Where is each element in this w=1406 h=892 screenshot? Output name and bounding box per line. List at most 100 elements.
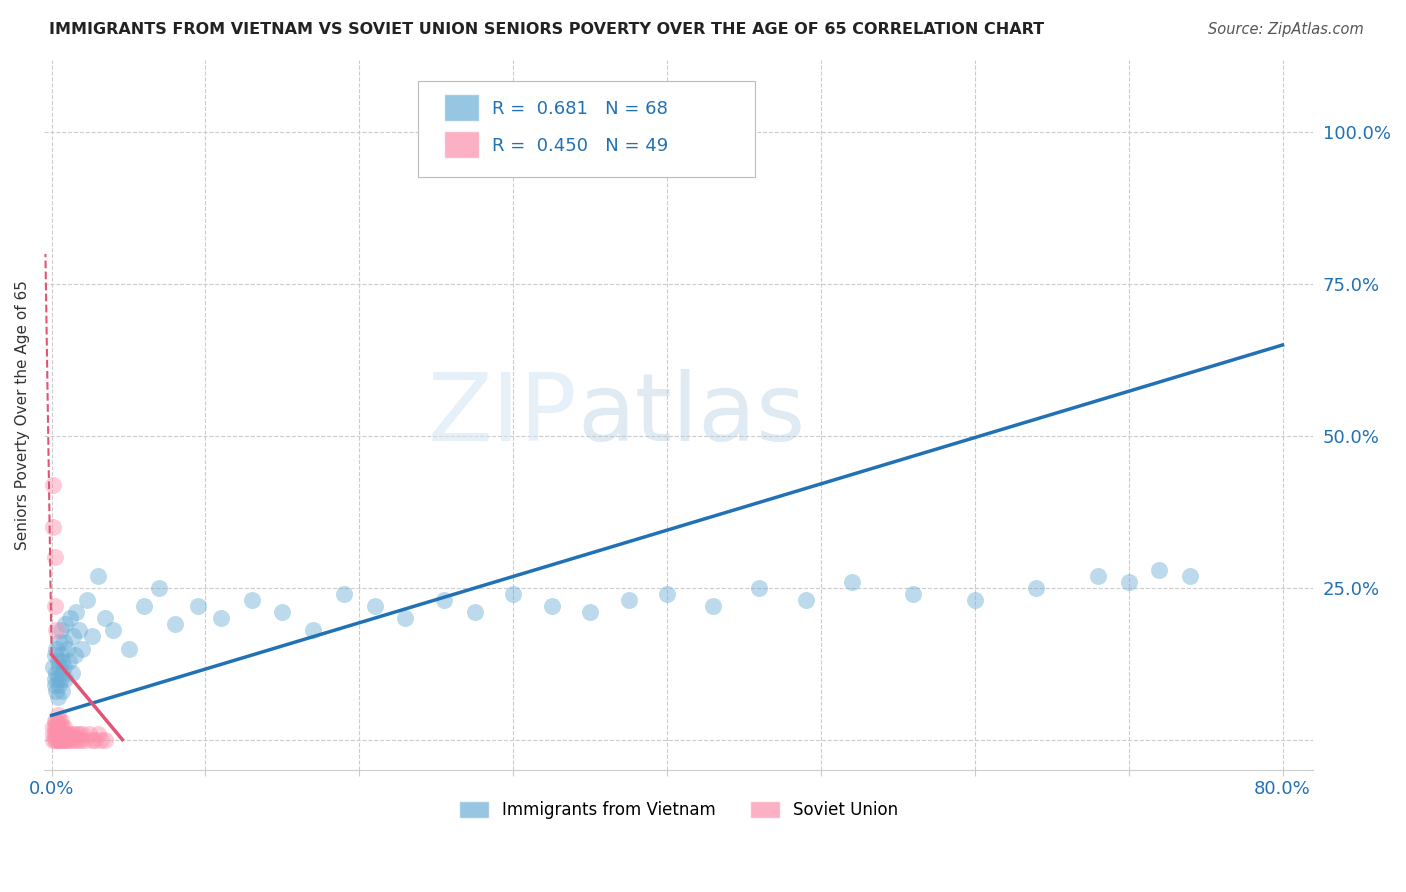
Point [45, 665, 67, 680]
Point [60, 665, 83, 680]
Point [77, 726, 100, 740]
Point [45, 714, 67, 729]
Point [48, 732, 70, 747]
Point [67, 726, 90, 740]
Point [44, 648, 66, 662]
Point [58, 654, 80, 668]
Text: IMMIGRANTS FROM VIETNAM VS SOVIET UNION SENIORS POVERTY OVER THE AGE OF 65 CORRE: IMMIGRANTS FROM VIETNAM VS SOVIET UNION … [49, 22, 1045, 37]
Point [76, 593, 98, 607]
Point [45, 732, 67, 747]
Text: atlas: atlas [576, 368, 806, 461]
Point [271, 605, 294, 619]
Point [394, 611, 416, 625]
Y-axis label: Seniors Poverty Over the Age of 65: Seniors Poverty Over the Age of 65 [15, 280, 30, 549]
Point [364, 599, 387, 613]
Bar [444, 94, 479, 120]
Point [48, 714, 70, 729]
Point [1180, 568, 1202, 582]
Point [841, 574, 863, 589]
Point [75, 732, 97, 747]
Point [87, 726, 110, 740]
Point [163, 617, 186, 632]
Point [46, 690, 69, 705]
Point [49, 648, 72, 662]
Point [63, 648, 86, 662]
Point [46, 708, 69, 723]
Point [51, 726, 73, 740]
Point [52, 721, 75, 735]
Point [60, 732, 83, 747]
Point [52, 732, 75, 747]
Point [59, 611, 82, 625]
Point [433, 593, 456, 607]
Point [49, 732, 72, 747]
Point [46, 721, 69, 735]
Point [56, 732, 79, 747]
Point [48, 726, 70, 740]
Point [80, 629, 103, 643]
Point [80, 732, 103, 747]
Point [903, 587, 925, 601]
Text: R =  0.450   N = 49: R = 0.450 N = 49 [492, 137, 668, 155]
Point [44, 550, 66, 565]
Point [55, 617, 77, 632]
Point [52, 635, 75, 649]
Point [72, 726, 94, 740]
Point [333, 587, 356, 601]
Point [51, 732, 73, 747]
Point [48, 635, 70, 649]
Point [117, 641, 139, 656]
Point [44, 599, 66, 613]
Point [49, 726, 72, 740]
Point [83, 732, 105, 747]
Point [46, 672, 69, 686]
Point [42, 477, 65, 491]
Point [963, 593, 986, 607]
Point [67, 624, 90, 638]
Point [44, 678, 66, 692]
Bar [444, 131, 479, 158]
Point [42, 726, 65, 740]
Point [302, 624, 325, 638]
Text: Source: ZipAtlas.com: Source: ZipAtlas.com [1208, 22, 1364, 37]
Point [69, 732, 91, 747]
Point [51, 721, 73, 735]
Point [44, 732, 66, 747]
Point [51, 684, 73, 698]
Point [617, 593, 640, 607]
Point [63, 732, 86, 747]
FancyBboxPatch shape [419, 81, 755, 177]
Point [1118, 574, 1140, 589]
Point [44, 721, 66, 735]
Point [72, 641, 94, 656]
Point [1348, 125, 1371, 139]
Point [42, 520, 65, 534]
Point [540, 599, 562, 613]
Point [65, 726, 87, 740]
Point [55, 726, 77, 740]
Point [94, 611, 117, 625]
Point [62, 629, 84, 643]
Point [240, 593, 263, 607]
Point [56, 641, 79, 656]
Point [55, 732, 77, 747]
Point [44, 726, 66, 740]
Point [94, 732, 117, 747]
Point [187, 599, 209, 613]
Point [132, 599, 155, 613]
Point [42, 732, 65, 747]
Point [52, 726, 75, 740]
Point [51, 665, 73, 680]
Point [46, 726, 69, 740]
Point [45, 624, 67, 638]
Point [87, 568, 110, 582]
Text: ZIP: ZIP [427, 368, 576, 461]
Point [46, 654, 69, 668]
Point [1087, 568, 1109, 582]
Point [49, 624, 72, 638]
Point [90, 732, 112, 747]
Point [66, 732, 89, 747]
Point [1025, 581, 1047, 595]
Point [48, 678, 70, 692]
Point [49, 714, 72, 729]
